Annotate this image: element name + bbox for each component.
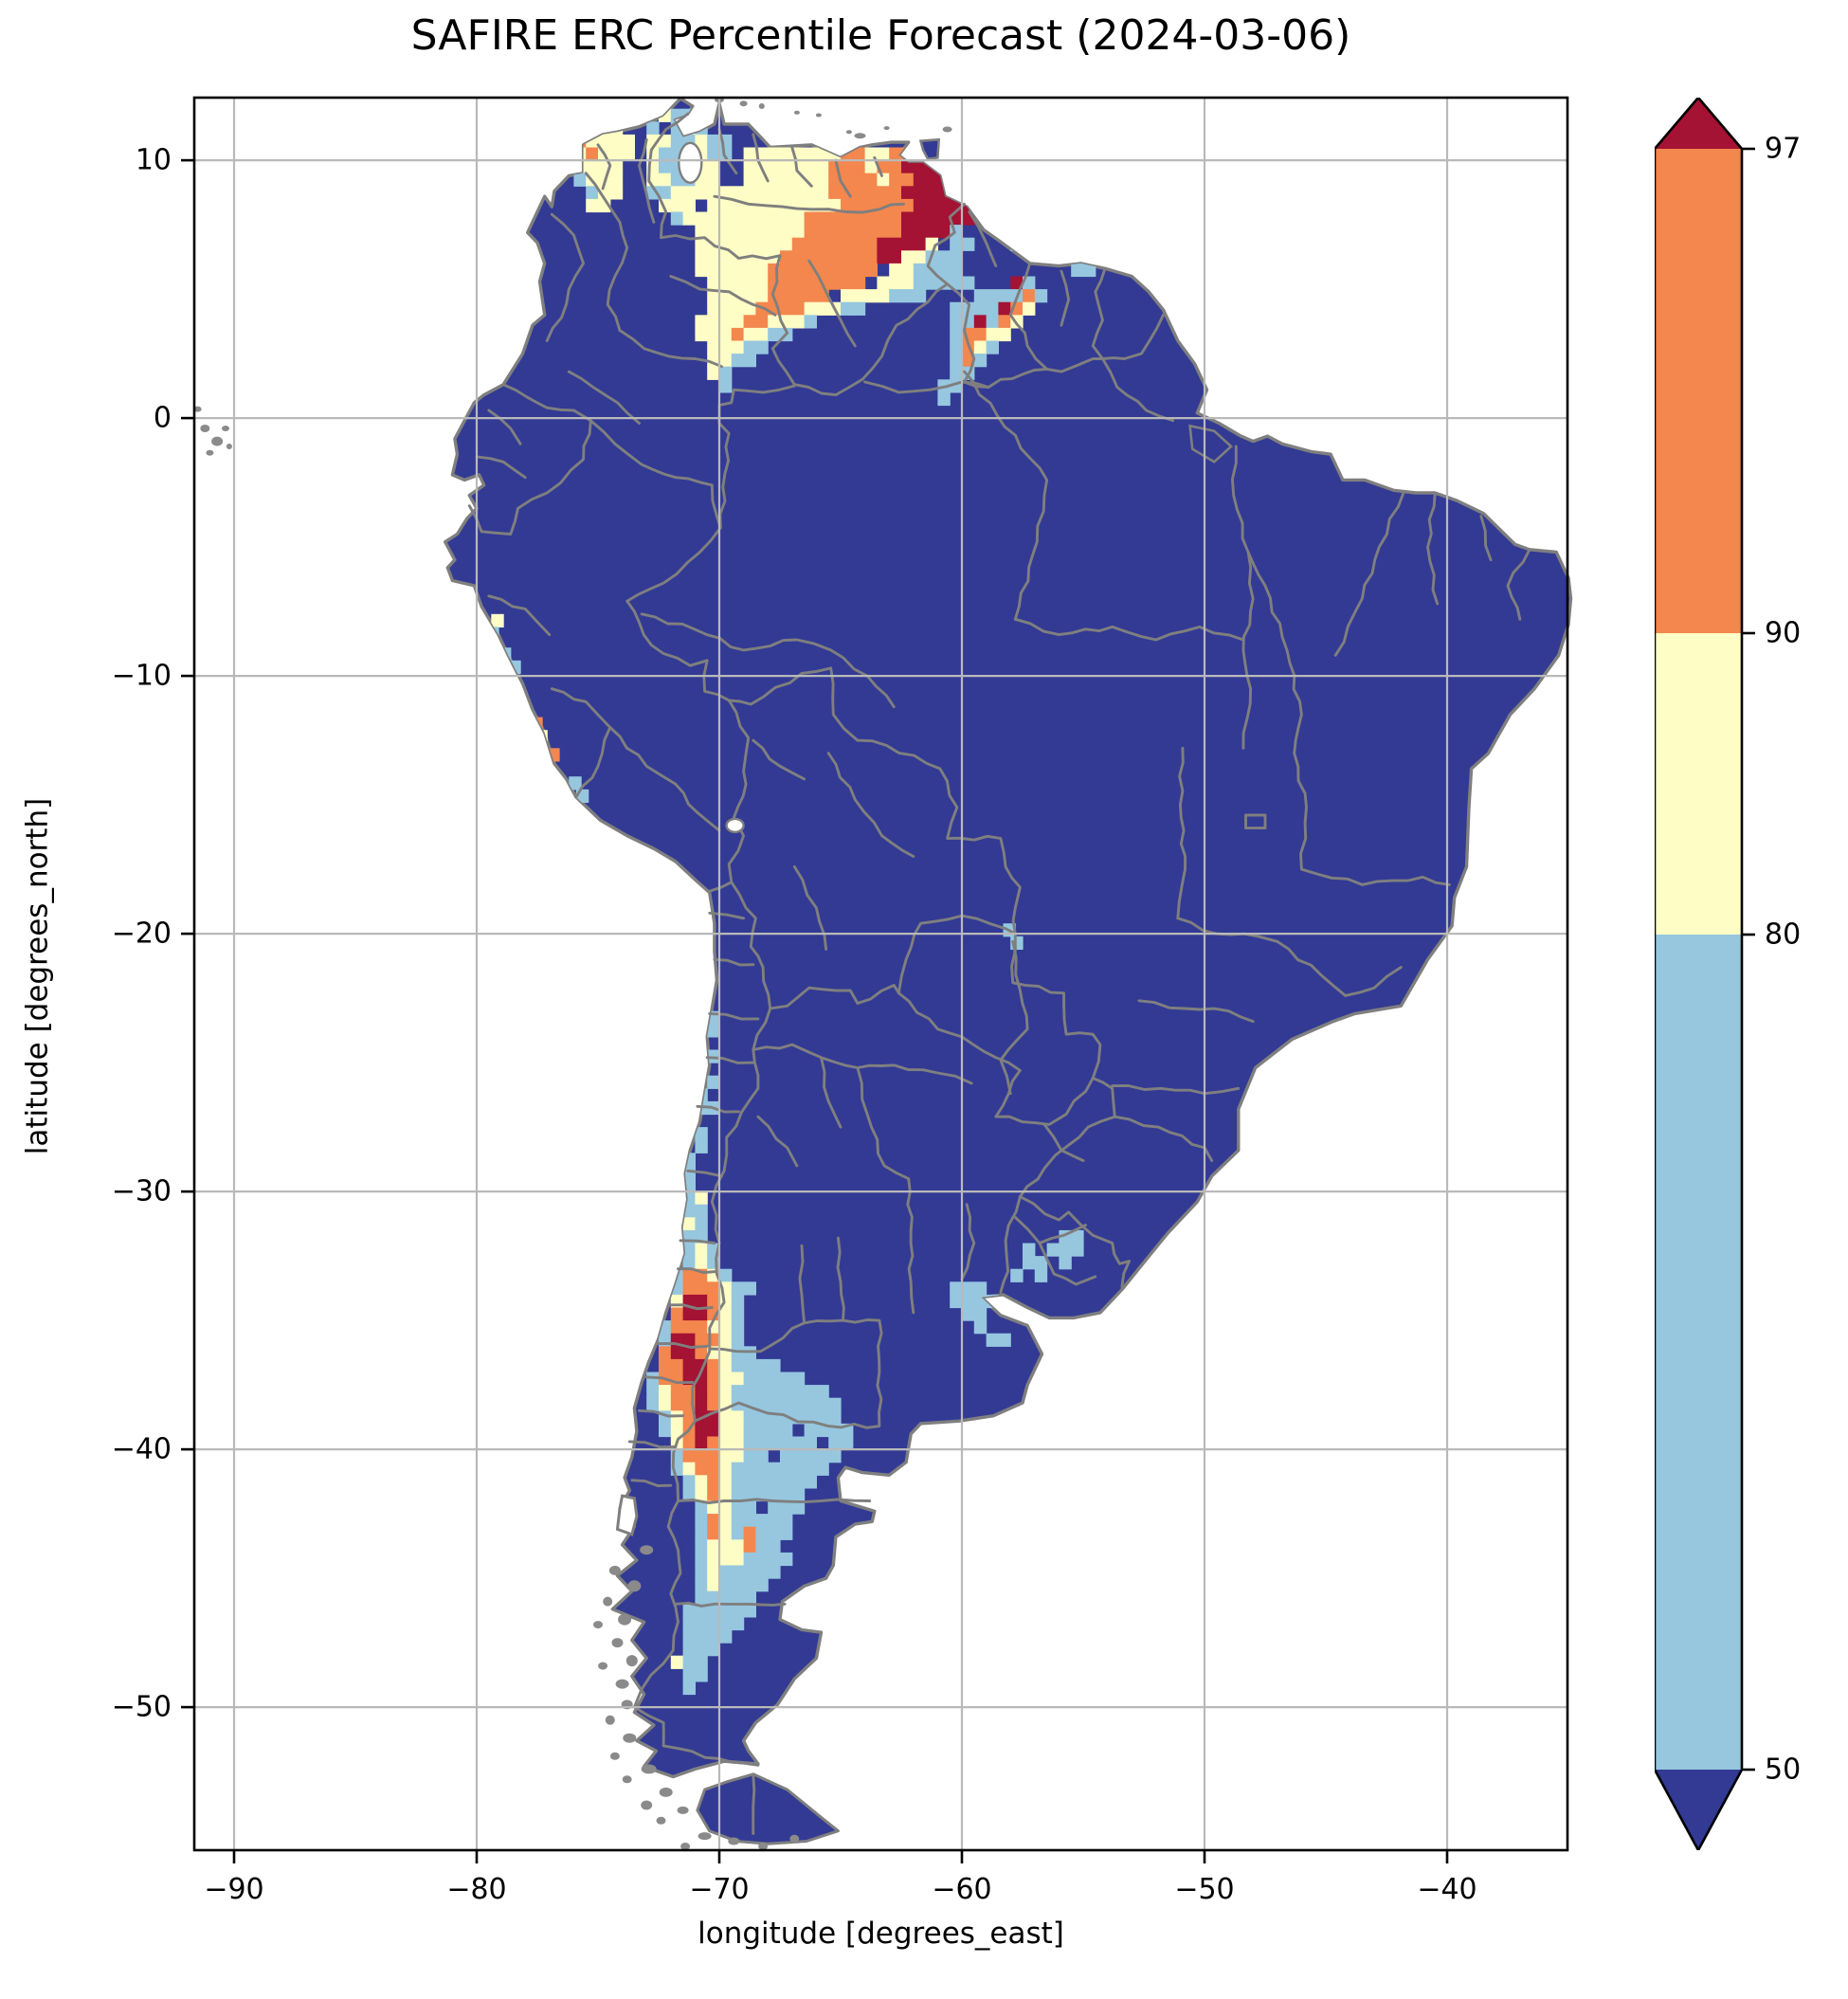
y-axis-label: latitude [degrees_north] [20,797,55,1155]
tierra-del-fuego [696,1772,840,1845]
map-plot-area [181,96,1573,1863]
axes-frame [192,96,1569,1852]
chiloe-island [615,1494,639,1536]
x-tick-label: −40 [1417,1873,1477,1906]
trinidad-island [918,137,941,161]
graticule [194,98,1567,1850]
y-tick-label: −50 [111,1690,172,1724]
y-tick-label: 0 [153,401,172,435]
colorbar-over-arrow [1655,98,1742,149]
x-tick-label: −60 [932,1873,992,1906]
y-tick-label: −20 [111,917,172,951]
y-tick-label: 10 [135,143,172,177]
colorbar [1653,95,1757,1854]
x-tick-label: −50 [1174,1873,1235,1906]
chart-title: SAFIRE ERC Percentile Forecast (2024-03-… [410,11,1351,60]
x-tick-label: −70 [689,1873,750,1906]
marajo-island [1188,424,1234,463]
colorbar-under-arrow [1655,1770,1742,1850]
admin-borders [467,112,1531,1835]
colorbar-tick-label: 90 [1765,616,1802,650]
y-tick-label: −30 [111,1174,172,1208]
y-tick-label: −40 [111,1432,172,1466]
colorbar-tick-label: 80 [1765,918,1802,952]
x-tick-label: −80 [446,1873,507,1906]
x-axis-label: longitude [degrees_east] [698,1917,1064,1951]
x-tick-label: −90 [204,1873,264,1906]
tick-marks [181,158,1449,1863]
colorbar-tick-label: 50 [1765,1753,1802,1787]
colorbar-tick-label: 97 [1765,132,1802,166]
y-tick-label: −10 [111,659,172,693]
lakes [678,141,745,834]
